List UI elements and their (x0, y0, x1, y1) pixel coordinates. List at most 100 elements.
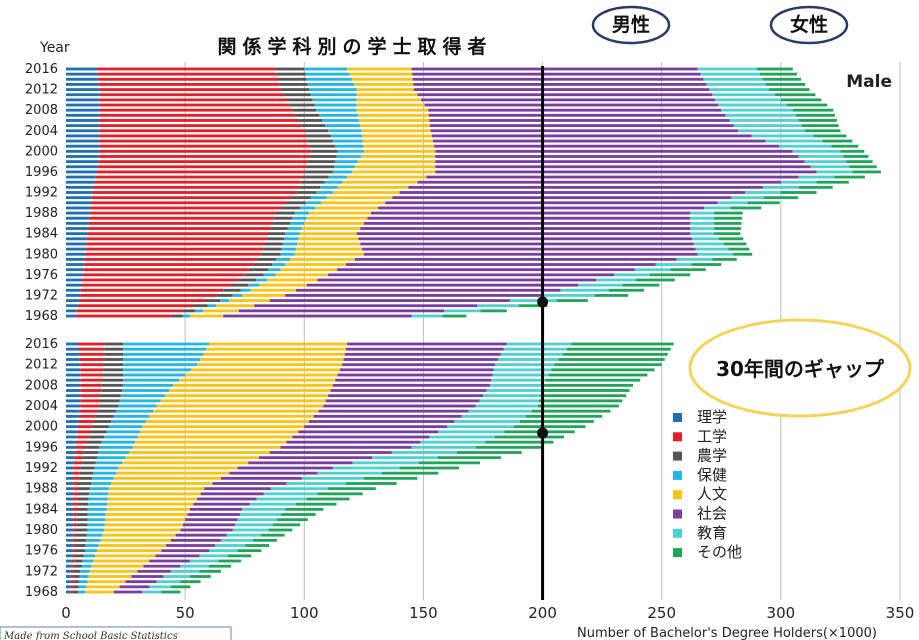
bar-segment-education (286, 482, 346, 485)
bar-segment-education (270, 487, 329, 491)
bar-segment-science (66, 368, 81, 372)
bar-segment-social (408, 185, 763, 189)
bar-segment-health (267, 268, 281, 272)
year-tick-label: 2016 (25, 337, 58, 352)
bar-segment-science (66, 263, 84, 266)
bar-segment-education (142, 590, 162, 594)
bar-segment-humanities (106, 507, 190, 511)
bar-segment-agriculture (82, 456, 97, 460)
bar-segment-humanities (107, 502, 194, 506)
bar-segment-agriculture (311, 149, 338, 153)
bar-segment-engineering (74, 456, 83, 460)
bar-segment-social (431, 134, 752, 138)
bar-segment-health (123, 352, 204, 356)
bar-segment-engineering (96, 67, 276, 71)
bar-segment-agriculture (77, 502, 89, 506)
bar-segment-education (697, 67, 758, 71)
bar-segment-other (822, 139, 853, 143)
bar-segment-health (85, 544, 99, 547)
bar-segment-other (571, 342, 674, 346)
bar-segment-science (66, 394, 81, 398)
bar-segment-science (66, 507, 74, 511)
bar-segment-humanities (208, 342, 348, 346)
bar-segment-social (306, 283, 579, 287)
bar-segment-social (170, 538, 221, 542)
bar-segment-science (66, 201, 92, 205)
bar-segment-science (66, 175, 96, 179)
bar-segment-humanities (104, 523, 183, 527)
bar-segment-engineering (98, 155, 310, 158)
bar-segment-other (714, 227, 741, 230)
bar-segment-education (731, 196, 765, 200)
bar-segment-science (66, 232, 88, 236)
bar-segment-education (411, 445, 476, 449)
bar-segment-health (87, 507, 107, 511)
bar-segment-other (161, 590, 181, 594)
bar-segment-engineering (73, 538, 76, 542)
bar-segment-health (118, 404, 157, 408)
bar-segment-engineering (73, 466, 81, 470)
bar-segment-engineering (95, 175, 303, 179)
bar-segment-engineering (85, 247, 264, 251)
bar-segment-health (281, 247, 296, 251)
bar-segment-engineering (80, 389, 102, 392)
bar-segment-agriculture (301, 124, 326, 128)
panel-male (66, 67, 881, 318)
bar-segment-agriculture (99, 399, 120, 403)
bar-segment-agriculture (182, 309, 196, 313)
bar-segment-health (123, 358, 201, 361)
bar-segment-education (690, 211, 715, 215)
bar-segment-education (438, 430, 505, 434)
bar-segment-other (268, 528, 293, 532)
bar-segment-social (358, 237, 693, 241)
bar-segment-science (66, 461, 74, 465)
bar-segment-other (228, 554, 252, 558)
bar-segment-social (229, 471, 318, 475)
bar-segment-health (111, 420, 146, 423)
bar-segment-education (461, 414, 526, 418)
bar-segment-social (356, 232, 691, 236)
bar-segment-social (428, 108, 722, 112)
bar-segment-education (655, 263, 692, 266)
bar-segment-engineering (76, 435, 89, 439)
bar-segment-health (96, 456, 126, 460)
bar-segment-agriculture (86, 440, 102, 444)
bar-segment-engineering (84, 257, 258, 261)
bar-segment-agriculture (304, 129, 329, 133)
bar-segment-other (798, 185, 833, 189)
bar-segment-health (95, 461, 122, 465)
bar-segment-agriculture (73, 569, 81, 573)
bar-segment-humanities (105, 513, 188, 516)
bar-segment-other (718, 237, 744, 241)
bar-segment-humanities (116, 471, 230, 475)
bar-segment-humanities (91, 564, 144, 568)
bar-segment-agriculture (244, 273, 264, 277)
bar-segment-humanities (179, 378, 336, 382)
bar-segment-agriculture (77, 507, 88, 511)
bar-segment-engineering (99, 139, 308, 143)
bar-segment-agriculture (75, 544, 86, 547)
legend-swatch-humanities (673, 490, 682, 500)
bar-segment-engineering (89, 216, 274, 220)
bar-segment-health (195, 309, 204, 313)
bar-segment-health (92, 476, 114, 480)
bar-segment-social (280, 445, 412, 449)
bar-segment-other (636, 278, 675, 282)
bar-segment-other (762, 77, 802, 81)
bar-segment-health (108, 425, 143, 429)
bar-segment-humanities (354, 165, 436, 169)
bar-segment-science (66, 466, 74, 470)
bar-segment-other (757, 67, 793, 71)
bar-segment-education (709, 88, 769, 91)
bar-segment-agriculture (230, 283, 249, 287)
bar-segment-education (156, 580, 181, 584)
bar-segment-humanities (173, 383, 333, 387)
bar-segment-science (66, 585, 71, 589)
bar-segment-science (66, 523, 74, 527)
year-tick-label: 1984 (25, 227, 58, 242)
bar-segment-engineering (75, 445, 86, 449)
bar-segment-science (66, 569, 71, 573)
bar-segment-engineering (77, 342, 105, 346)
bar-segment-social (204, 487, 271, 491)
